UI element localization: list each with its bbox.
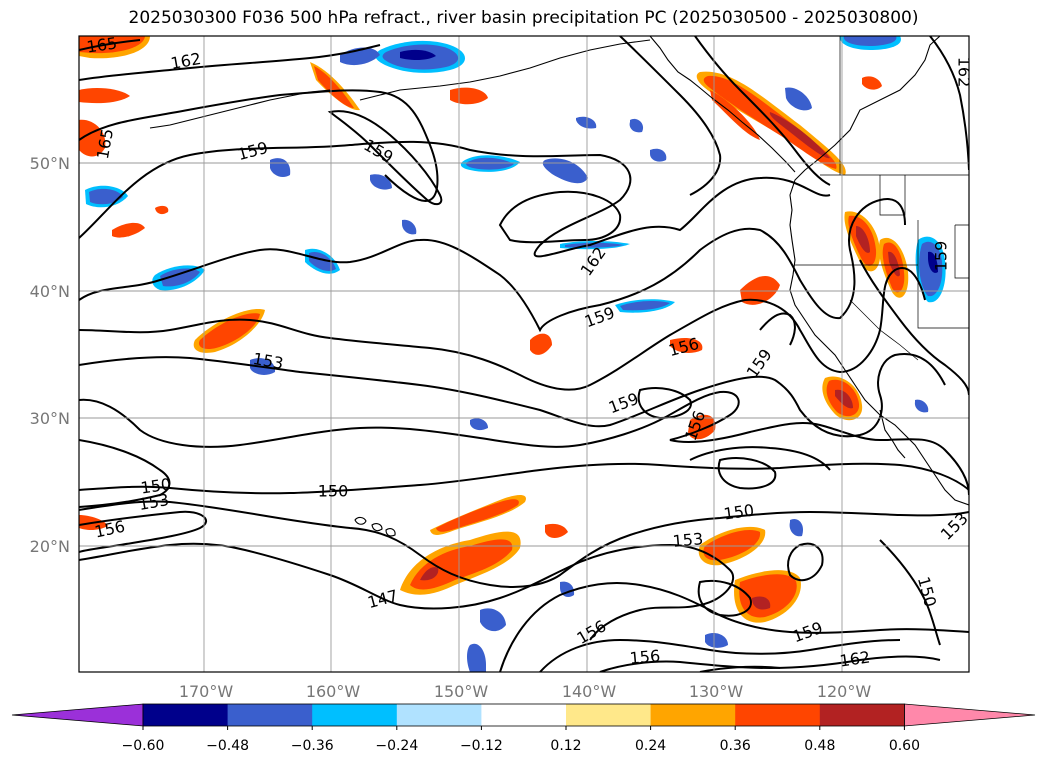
colorbar-tick-label: −0.48 bbox=[206, 738, 249, 754]
colorbar-tick-label: −0.24 bbox=[375, 738, 418, 754]
height-contours bbox=[79, 36, 969, 672]
colorbar-segment bbox=[481, 704, 567, 726]
colorbar-extend-low bbox=[11, 703, 144, 727]
coastlines bbox=[149, 36, 969, 537]
colorbar-segment bbox=[227, 704, 313, 726]
colorbar-segment bbox=[312, 704, 398, 726]
political-borders bbox=[795, 36, 969, 361]
colorbar-tick-label: 0.48 bbox=[804, 738, 835, 754]
contour-label: 156 bbox=[629, 646, 661, 668]
lon-label: 120°W bbox=[817, 682, 872, 701]
colorbar-segment bbox=[819, 704, 905, 726]
lat-label: 40°N bbox=[30, 282, 70, 301]
map-title: 2025030300 F036 500 hPa refract., river … bbox=[128, 8, 919, 28]
lat-label: 30°N bbox=[30, 409, 70, 428]
colorbar-tick-label: 0.60 bbox=[889, 738, 920, 754]
colorbar-segment bbox=[735, 704, 821, 726]
negative-anomaly-shading bbox=[85, 36, 946, 672]
graticule bbox=[79, 36, 969, 672]
colorbar-tick-label: 0.12 bbox=[550, 738, 581, 754]
contour-label: 165 bbox=[85, 33, 118, 56]
colorbar-tick-label: −0.36 bbox=[291, 738, 334, 754]
contour-label: 150 bbox=[722, 500, 755, 523]
colorbar-tick-label: −0.12 bbox=[460, 738, 503, 754]
contour-label: 150 bbox=[318, 482, 349, 501]
lon-label: 130°W bbox=[689, 682, 744, 701]
contour-label: 162 bbox=[955, 57, 974, 88]
contour-label: 153 bbox=[672, 529, 704, 551]
colorbar-segment bbox=[566, 704, 652, 726]
lon-label: 150°W bbox=[434, 682, 489, 701]
colorbar-extend-high bbox=[904, 703, 1036, 727]
colorbar-segment bbox=[650, 704, 736, 726]
colorbar bbox=[11, 703, 1036, 727]
contour-label: 159 bbox=[932, 241, 951, 272]
latitude-labels: 50°N 40°N 30°N 20°N bbox=[30, 154, 70, 556]
lon-label: 160°W bbox=[306, 682, 361, 701]
lon-label: 170°W bbox=[179, 682, 234, 701]
lon-label: 140°W bbox=[562, 682, 617, 701]
contour-label: 162 bbox=[838, 647, 871, 670]
lat-label: 20°N bbox=[30, 537, 70, 556]
contour-label: 150 bbox=[139, 474, 172, 497]
map-frame bbox=[78, 35, 970, 673]
colorbar-ticks: −0.60 −0.48 −0.36 −0.24 −0.12 0.12 0.24 0.36 0.4… bbox=[122, 726, 920, 754]
lat-label: 50°N bbox=[30, 154, 70, 173]
longitude-labels: 170°W 160°W 150°W 140°W 130°W 120°W bbox=[179, 682, 872, 701]
colorbar-segment bbox=[396, 704, 482, 726]
colorbar-outline bbox=[142, 703, 905, 727]
colorbar-segment bbox=[143, 704, 229, 726]
colorbar-tick-label: 0.36 bbox=[720, 738, 751, 754]
colorbar-tick-label: 0.24 bbox=[635, 738, 666, 754]
map-background bbox=[79, 36, 969, 672]
colorbar-tick-label: −0.60 bbox=[122, 738, 165, 754]
